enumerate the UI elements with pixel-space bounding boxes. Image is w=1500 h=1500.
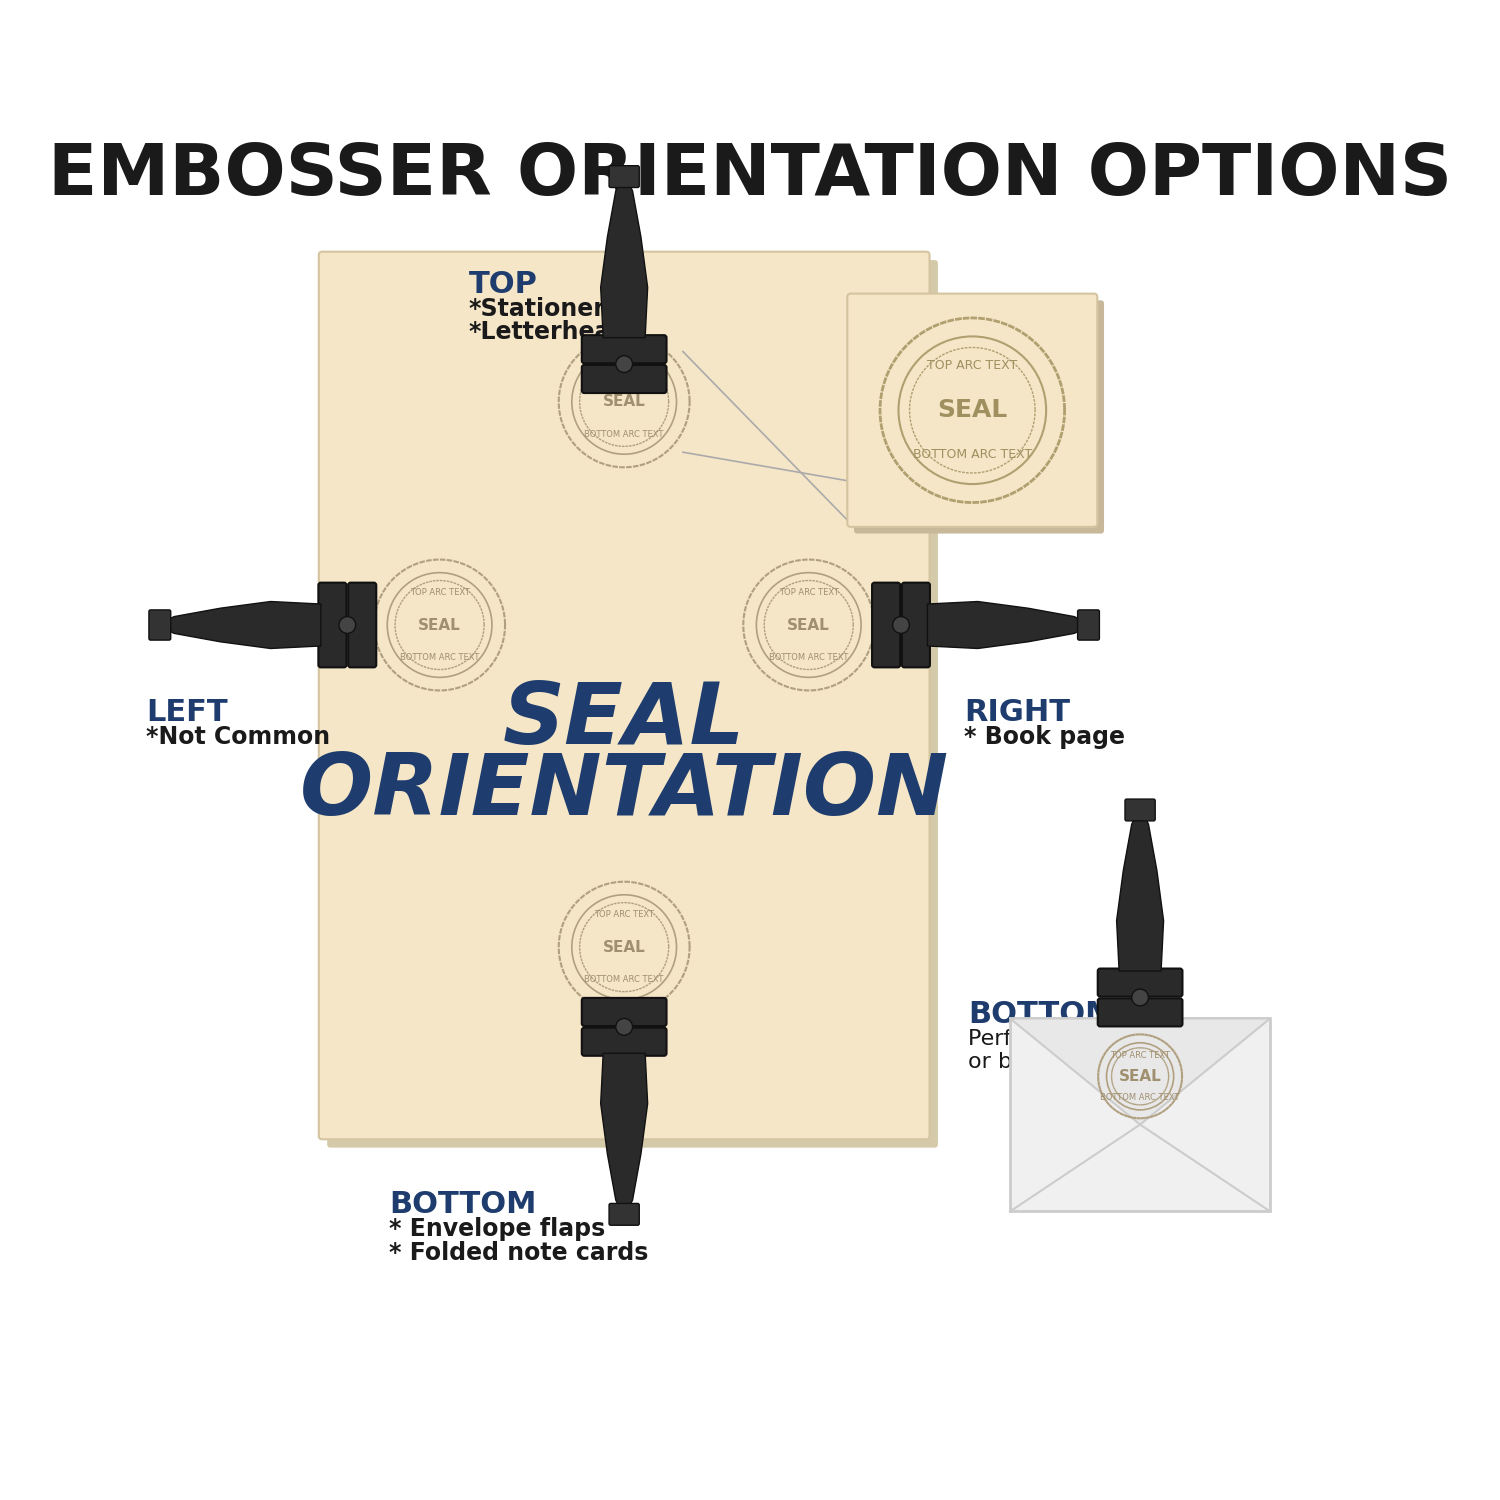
- Text: SEAL: SEAL: [419, 618, 460, 633]
- Text: BOTTOM ARC TEXT: BOTTOM ARC TEXT: [912, 448, 1032, 460]
- Circle shape: [892, 616, 909, 633]
- Text: BOTTOM ARC TEXT: BOTTOM ARC TEXT: [585, 430, 664, 439]
- Circle shape: [339, 616, 356, 633]
- FancyBboxPatch shape: [327, 260, 938, 1148]
- Text: * Book page: * Book page: [964, 724, 1125, 748]
- FancyBboxPatch shape: [148, 610, 171, 640]
- FancyBboxPatch shape: [609, 1203, 639, 1225]
- FancyBboxPatch shape: [902, 582, 930, 668]
- Text: BOTTOM ARC TEXT: BOTTOM ARC TEXT: [1101, 1094, 1180, 1102]
- Polygon shape: [927, 602, 1090, 648]
- Text: EMBOSSER ORIENTATION OPTIONS: EMBOSSER ORIENTATION OPTIONS: [48, 141, 1452, 210]
- Text: TOP ARC TEXT: TOP ARC TEXT: [594, 910, 654, 920]
- Text: SEAL: SEAL: [603, 394, 645, 410]
- Polygon shape: [1116, 807, 1164, 970]
- FancyBboxPatch shape: [871, 582, 900, 668]
- Text: TOP: TOP: [470, 270, 538, 298]
- Text: * Folded note cards: * Folded note cards: [390, 1240, 648, 1264]
- Text: or bottom of page seals: or bottom of page seals: [968, 1052, 1233, 1072]
- Polygon shape: [600, 1053, 648, 1217]
- FancyBboxPatch shape: [1125, 800, 1155, 820]
- Text: *Not Common: *Not Common: [146, 724, 330, 748]
- Polygon shape: [600, 174, 648, 338]
- Circle shape: [1131, 988, 1149, 1006]
- FancyBboxPatch shape: [1098, 999, 1182, 1026]
- Text: Perfect for envelope flaps: Perfect for envelope flaps: [968, 1029, 1254, 1048]
- FancyBboxPatch shape: [1077, 610, 1100, 640]
- Polygon shape: [1010, 1019, 1270, 1125]
- Text: RIGHT: RIGHT: [964, 698, 1070, 728]
- FancyBboxPatch shape: [318, 582, 346, 668]
- FancyBboxPatch shape: [582, 364, 666, 393]
- FancyBboxPatch shape: [582, 998, 666, 1026]
- Circle shape: [616, 356, 633, 372]
- Text: TOP ARC TEXT: TOP ARC TEXT: [778, 588, 838, 597]
- Circle shape: [616, 1019, 633, 1035]
- FancyBboxPatch shape: [320, 252, 930, 1140]
- Text: BOTTOM ARC TEXT: BOTTOM ARC TEXT: [770, 652, 849, 662]
- Polygon shape: [158, 602, 321, 648]
- Text: SEAL: SEAL: [503, 680, 746, 762]
- Text: SEAL: SEAL: [603, 939, 645, 954]
- FancyBboxPatch shape: [609, 165, 639, 188]
- Text: LEFT: LEFT: [146, 698, 228, 728]
- Text: BOTTOM ARC TEXT: BOTTOM ARC TEXT: [585, 975, 664, 984]
- Text: BOTTOM: BOTTOM: [390, 1191, 537, 1219]
- Text: *Letterhead: *Letterhead: [470, 321, 628, 345]
- Text: SEAL: SEAL: [938, 398, 1008, 422]
- Text: BOTTOM: BOTTOM: [968, 1000, 1116, 1029]
- Text: TOP ARC TEXT: TOP ARC TEXT: [410, 588, 470, 597]
- FancyBboxPatch shape: [348, 582, 376, 668]
- Text: ORIENTATION: ORIENTATION: [300, 750, 950, 834]
- Text: * Envelope flaps: * Envelope flaps: [390, 1218, 606, 1242]
- Text: BOTTOM ARC TEXT: BOTTOM ARC TEXT: [400, 652, 480, 662]
- Text: *Stationery: *Stationery: [470, 297, 621, 321]
- FancyBboxPatch shape: [1010, 1019, 1270, 1212]
- FancyBboxPatch shape: [847, 294, 1098, 526]
- Text: SEAL: SEAL: [788, 618, 830, 633]
- FancyBboxPatch shape: [853, 300, 1104, 534]
- Text: TOP ARC TEXT: TOP ARC TEXT: [1110, 1052, 1170, 1060]
- FancyBboxPatch shape: [582, 334, 666, 363]
- FancyBboxPatch shape: [582, 1028, 666, 1056]
- Text: TOP ARC TEXT: TOP ARC TEXT: [927, 360, 1017, 372]
- Text: SEAL: SEAL: [1119, 1070, 1161, 1084]
- FancyBboxPatch shape: [1098, 969, 1182, 996]
- Text: TOP ARC TEXT: TOP ARC TEXT: [594, 364, 654, 374]
